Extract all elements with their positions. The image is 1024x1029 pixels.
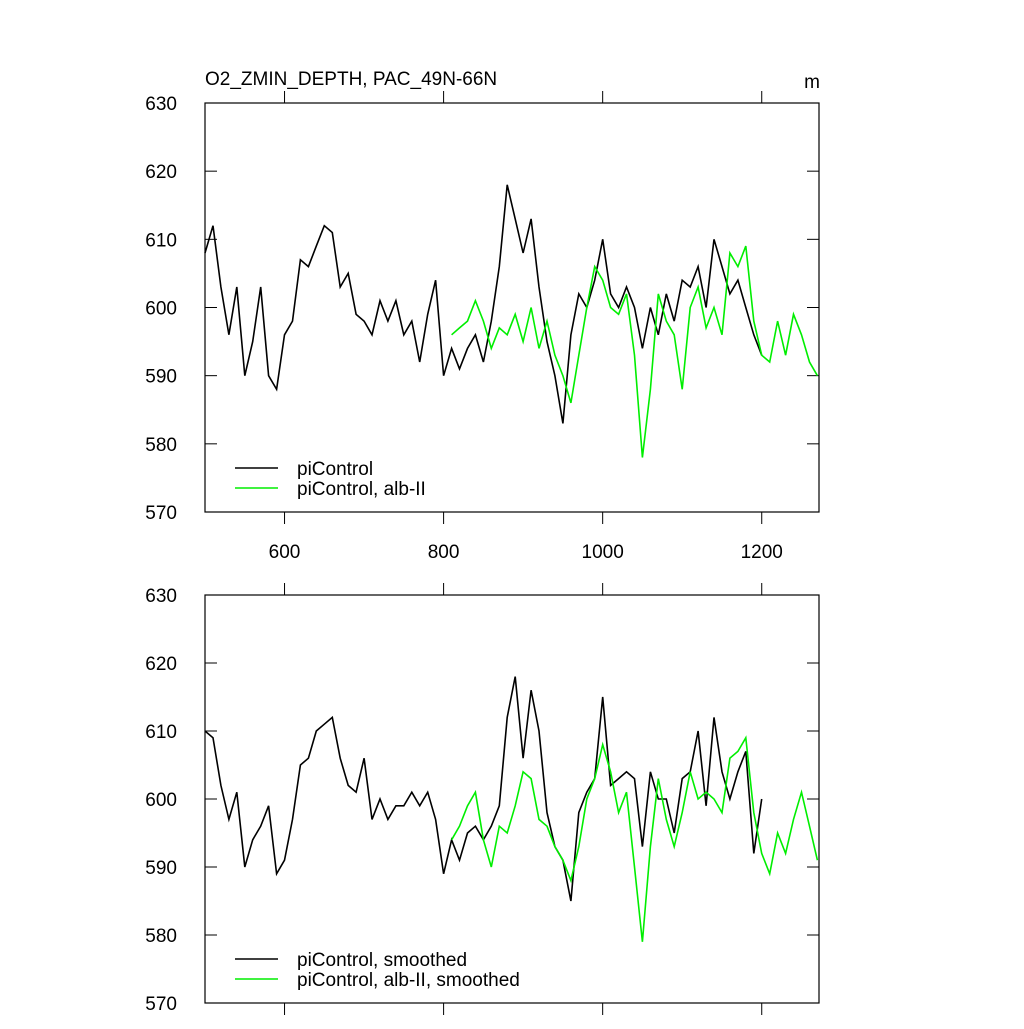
x-tick-label: 600	[269, 542, 301, 563]
y-tick-label: 590	[145, 367, 177, 388]
units-label: m	[804, 72, 820, 93]
legend-label: piControl, smoothed	[297, 950, 467, 971]
x-tick-label: 1200	[741, 542, 783, 563]
y-tick-label: 610	[145, 230, 177, 251]
y-tick-label: 580	[145, 926, 177, 947]
y-tick-label: 600	[145, 790, 177, 811]
y-tick-label: 600	[145, 299, 177, 320]
y-tick-label: 610	[145, 722, 177, 743]
legend-label: piControl, alb-II, smoothed	[297, 970, 520, 991]
y-tick-label: 630	[145, 94, 177, 115]
legend-label: piControl, alb-II	[297, 479, 426, 500]
y-tick-label: 570	[145, 503, 177, 524]
series-line	[451, 245, 819, 458]
y-tick-label: 590	[145, 858, 177, 879]
y-tick-label: 620	[145, 162, 177, 183]
chart-title: O2_ZMIN_DEPTH, PAC_49N-66N	[205, 69, 497, 90]
series-line	[204, 676, 763, 902]
y-tick-label: 570	[145, 994, 177, 1015]
x-tick-label: 1000	[582, 542, 624, 563]
series-line	[204, 184, 763, 424]
y-tick-label: 620	[145, 654, 177, 675]
y-tick-label: 580	[145, 435, 177, 456]
legend-label: piControl	[297, 459, 373, 480]
y-tick-label: 630	[145, 586, 177, 607]
series-line	[450, 735, 819, 942]
plot-frame	[204, 594, 820, 1004]
x-tick-label: 800	[428, 542, 460, 563]
plot-frame	[204, 102, 820, 513]
